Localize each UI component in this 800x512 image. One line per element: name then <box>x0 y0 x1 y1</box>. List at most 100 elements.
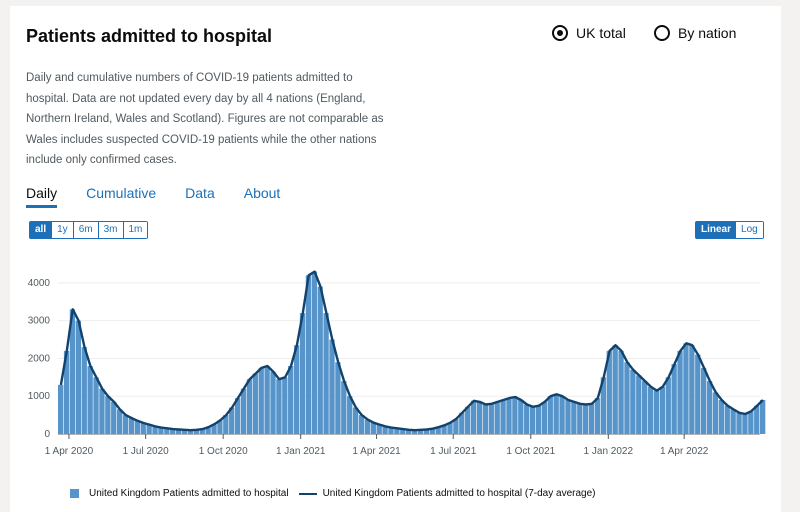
daily-bar <box>512 396 518 434</box>
chart-card: Patients admitted to hospital UK total B… <box>10 6 781 512</box>
daily-bar <box>382 426 388 434</box>
daily-bar <box>276 379 282 434</box>
range-1m-button[interactable]: 1m <box>123 222 148 238</box>
daily-bar <box>75 320 81 434</box>
daily-bar <box>488 403 494 434</box>
daily-bar <box>529 406 536 434</box>
daily-bar <box>482 404 489 434</box>
daily-bar <box>701 367 707 434</box>
radio-selected-icon <box>552 25 568 41</box>
daily-bar <box>600 377 607 434</box>
daily-bar <box>270 371 276 434</box>
radio-uk-total-label: UK total <box>576 25 626 41</box>
daily-bar <box>553 394 559 434</box>
daily-bar <box>341 381 347 434</box>
daily-bar <box>400 429 406 434</box>
scale-selector: Linear Log <box>695 221 764 239</box>
chart-description: Daily and cumulative numbers of COVID-19… <box>26 68 406 171</box>
daily-bar <box>134 420 140 434</box>
y-tick-label: 3000 <box>28 316 51 327</box>
daily-bar <box>258 367 264 434</box>
range-3m-button[interactable]: 3m <box>98 222 124 238</box>
daily-bar <box>559 396 565 434</box>
tab-daily[interactable]: Daily <box>26 185 58 208</box>
daily-bar <box>524 404 530 434</box>
daily-bar <box>494 401 500 434</box>
daily-bar <box>105 396 111 434</box>
x-tick-label: 1 Apr 2020 <box>45 446 94 457</box>
range-1y-button[interactable]: 1y <box>52 222 74 238</box>
daily-bar <box>146 424 152 434</box>
range-all-button[interactable]: all <box>30 222 53 238</box>
daily-bar <box>435 427 441 434</box>
daily-bar <box>689 345 695 434</box>
daily-bar <box>594 398 601 434</box>
description-line: include only confirmed cases. <box>26 154 177 167</box>
daily-bar <box>352 407 359 434</box>
daily-bar <box>571 401 577 434</box>
daily-bar <box>394 428 400 434</box>
daily-bar <box>122 415 129 434</box>
daily-bar <box>736 412 742 434</box>
y-tick-label: 0 <box>44 429 50 440</box>
daily-bar <box>730 409 736 434</box>
x-tick-label: 1 Jan 2022 <box>584 446 634 457</box>
daily-bar <box>465 406 471 434</box>
chart-legend: United Kingdom Patients admitted to hosp… <box>70 488 596 499</box>
daily-bar <box>724 405 730 434</box>
y-tick-label: 4000 <box>28 278 51 289</box>
tab-cumulative[interactable]: Cumulative <box>86 185 157 201</box>
daily-bar <box>665 377 671 434</box>
scale-linear-button[interactable]: Linear <box>696 222 737 238</box>
range-selector: all 1y 6m 3m 1m <box>29 221 149 239</box>
daily-bar <box>506 398 512 434</box>
daily-bar <box>630 369 636 434</box>
y-tick-label: 2000 <box>28 353 51 364</box>
tab-about[interactable]: About <box>243 185 281 201</box>
range-6m-button[interactable]: 6m <box>73 222 99 238</box>
daily-bar <box>417 429 424 434</box>
daily-bar <box>87 366 93 434</box>
description-line: Daily and cumulative numbers of COVID-19… <box>26 72 353 84</box>
admissions-chart: 1 Apr 2020 1 Jul 2020 1 Oct 2020 1 Jan 2021… <box>28 270 766 457</box>
scale-log-button[interactable]: Log <box>736 222 763 238</box>
daily-bar <box>234 398 241 434</box>
daily-bar <box>411 430 418 434</box>
daily-bar <box>547 396 553 434</box>
daily-bar <box>453 418 459 434</box>
daily-bar <box>205 427 211 434</box>
x-tick-label: 1 Jan 2021 <box>276 446 326 457</box>
daily-bar <box>170 429 176 434</box>
x-tick-label: 1 Jul 2020 <box>123 446 170 457</box>
daily-bar <box>429 428 435 434</box>
daily-bar <box>229 407 235 434</box>
daily-bar <box>659 386 666 434</box>
daily-bar <box>252 373 258 434</box>
daily-bar <box>476 401 483 434</box>
daily-bar <box>388 427 394 434</box>
x-tick-label: 1 Apr 2021 <box>352 446 401 457</box>
legend-line-swatch <box>298 492 317 495</box>
radio-by-nation[interactable]: By nation <box>654 25 736 41</box>
radio-unselected-icon <box>654 25 670 41</box>
description-line: hospital. Data are not updated every day… <box>26 92 366 105</box>
x-tick-label: 1 Oct 2021 <box>506 446 555 457</box>
radio-uk-total[interactable]: UK total <box>552 25 626 41</box>
daily-bar <box>81 347 87 434</box>
daily-bar <box>63 350 70 434</box>
daily-bar <box>642 381 648 434</box>
daily-bar <box>223 415 229 434</box>
daily-bar <box>364 419 371 434</box>
daily-bar <box>447 422 453 434</box>
daily-bar <box>246 379 253 434</box>
daily-bar <box>358 415 365 434</box>
daily-bar <box>323 313 329 434</box>
daily-bar <box>347 396 353 434</box>
daily-bar <box>140 423 146 434</box>
daily-bar <box>712 392 719 434</box>
daily-bar <box>217 420 223 434</box>
radio-by-nation-label: By nation <box>678 25 737 41</box>
tab-data[interactable]: Data <box>185 185 215 201</box>
daily-bar <box>706 381 713 434</box>
daily-bar <box>240 388 247 434</box>
